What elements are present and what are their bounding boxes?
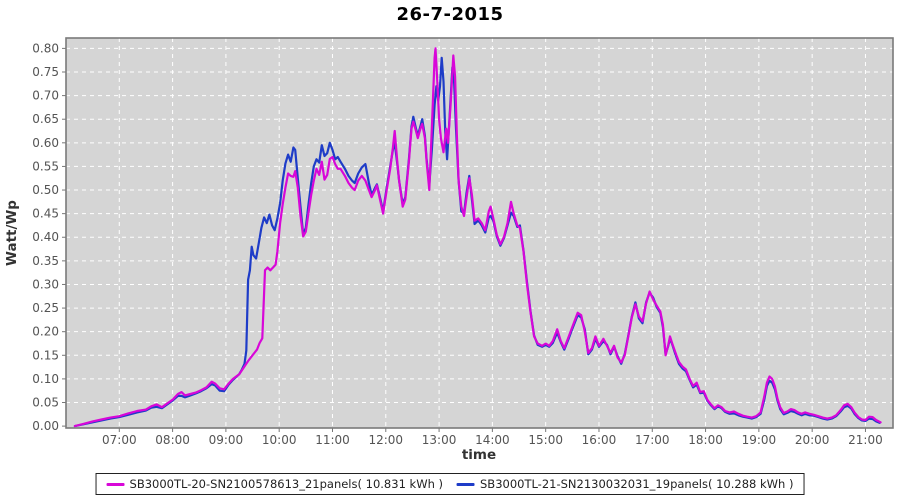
series-0-swatch xyxy=(106,482,125,486)
x-tick-label: 08:00 xyxy=(155,433,190,447)
x-tick-label: 17:00 xyxy=(635,433,670,447)
y-tick-label: 0.60 xyxy=(32,136,59,150)
x-tick-label: 20:00 xyxy=(795,433,830,447)
legend-item-inverter-21: SB3000TL-21-SN2130032031_19panels( 10.28… xyxy=(457,477,793,491)
y-tick-label: 0.15 xyxy=(32,348,59,362)
x-tick-label: 15:00 xyxy=(528,433,563,447)
y-tick-label: 0.10 xyxy=(32,372,59,386)
series-1-swatch xyxy=(457,482,475,486)
x-tick-label: 11:00 xyxy=(315,433,350,447)
x-tick-label: 10:00 xyxy=(262,433,297,447)
legend-label-inverter-21: SB3000TL-21-SN2130032031_19panels( 10.28… xyxy=(480,477,794,491)
x-tick-label: 12:00 xyxy=(368,433,403,447)
plot-background xyxy=(66,38,893,428)
y-tick-label: 0.65 xyxy=(32,112,59,126)
y-tick-label: 0.30 xyxy=(32,277,59,291)
x-tick-label: 14:00 xyxy=(475,433,510,447)
y-tick-label: 0.35 xyxy=(32,254,59,268)
y-tick-label: 0.70 xyxy=(32,89,59,103)
x-tick-label: 16:00 xyxy=(582,433,617,447)
y-tick-label: 0.40 xyxy=(32,230,59,244)
y-tick-label: 0.55 xyxy=(32,159,59,173)
y-tick-label: 0.05 xyxy=(32,396,59,410)
x-tick-label: 13:00 xyxy=(422,433,457,447)
y-tick-label: 0.75 xyxy=(32,65,59,79)
y-tick-label: 0.25 xyxy=(32,301,59,315)
chart-title: 26-7-2015 xyxy=(396,4,504,25)
y-tick-label: 0.45 xyxy=(32,207,59,221)
legend-label-inverter-20: SB3000TL-20-SN2100578613_21panels( 10.83… xyxy=(129,477,443,491)
legend-item-inverter-20: SB3000TL-20-SN2100578613_21panels( 10.83… xyxy=(106,477,443,491)
series-line-0 xyxy=(73,47,882,428)
x-tick-label: 18:00 xyxy=(688,433,723,447)
x-tick-label: 21:00 xyxy=(848,433,883,447)
x-tick-label: 07:00 xyxy=(102,433,137,447)
legend: SB3000TL-20-SN2100578613_21panels( 10.83… xyxy=(95,473,805,495)
plot-border xyxy=(65,37,894,429)
y-tick-label: 0.20 xyxy=(32,325,59,339)
x-tick-label: 19:00 xyxy=(742,433,777,447)
y-tick-label: 0.00 xyxy=(32,419,59,433)
x-tick-label: 09:00 xyxy=(209,433,244,447)
y-tick-label: 0.50 xyxy=(32,183,59,197)
y-tick-label: 0.80 xyxy=(32,41,59,55)
y-axis-label: Watt/Wp xyxy=(4,200,20,266)
x-axis-label: time xyxy=(462,447,496,463)
